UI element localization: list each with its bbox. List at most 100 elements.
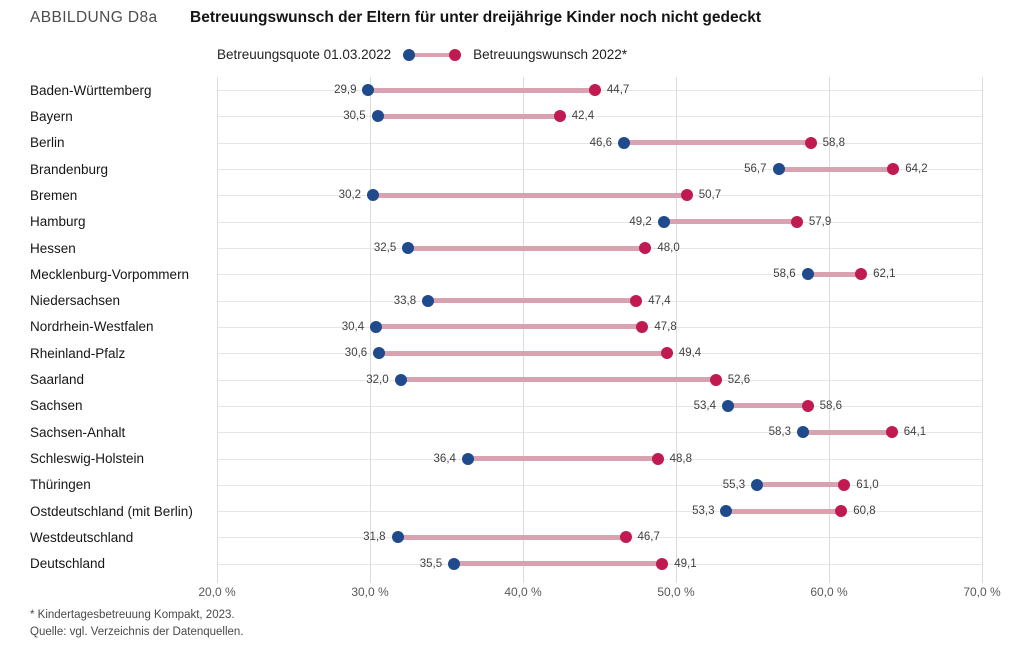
dumbbell-connector xyxy=(377,113,560,119)
wish-dot xyxy=(619,531,632,544)
quote-dot xyxy=(720,505,733,518)
category-label: Saarland xyxy=(30,372,85,388)
wish-dot xyxy=(660,347,673,360)
dumbbell-row: 36,4 48,8 xyxy=(217,445,982,471)
dumbbell-connector xyxy=(623,140,811,146)
wish-dot xyxy=(656,557,669,570)
horizontal-gridline xyxy=(217,511,982,513)
quote-value-label: 58,6 xyxy=(773,268,796,281)
wish-dot xyxy=(630,294,643,307)
x-axis-tick-label: 60,0 % xyxy=(810,585,848,599)
horizontal-gridline xyxy=(217,432,982,434)
legend-quote-label: Betreuungsquote 01.03.2022 xyxy=(217,47,392,62)
quote-value-label: 58,3 xyxy=(768,426,791,439)
wish-value-label: 47,8 xyxy=(654,320,677,333)
wish-dot xyxy=(887,163,900,176)
legend-dumbbell-glyph xyxy=(403,48,462,61)
wish-dot xyxy=(680,189,693,202)
vertical-gridline xyxy=(676,77,677,583)
quote-dot xyxy=(394,373,407,386)
wish-value-label: 60,8 xyxy=(853,505,876,518)
quote-value-label: 56,7 xyxy=(744,163,767,176)
quote-dot xyxy=(461,452,474,465)
legend-connector xyxy=(408,52,457,57)
quote-dot xyxy=(617,136,630,149)
quote-dot xyxy=(422,294,435,307)
category-label: Nordrhein-Westfalen xyxy=(30,319,154,335)
quote-value-label: 31,8 xyxy=(363,531,386,544)
category-label: Hamburg xyxy=(30,214,86,230)
dumbbell-connector xyxy=(408,245,646,251)
category-label: Rheinland-Pfalz xyxy=(30,345,126,361)
quote-dot xyxy=(448,557,461,570)
x-axis-tick-label: 70,0 % xyxy=(963,585,1001,599)
dumbbell-connector xyxy=(778,166,894,172)
quote-value-label: 32,0 xyxy=(366,373,389,386)
dumbbell-row: 33,8 47,4 xyxy=(217,288,982,314)
dumbbell-row: 53,4 58,6 xyxy=(217,393,982,419)
category-label: Westdeutschland xyxy=(30,529,134,545)
wish-dot xyxy=(855,268,868,281)
quote-dot xyxy=(657,215,670,228)
x-axis-tick-label: 50,0 % xyxy=(657,585,695,599)
dumbbell-row: 46,6 58,8 xyxy=(217,130,982,156)
dumbbell-connector xyxy=(802,429,892,435)
wish-value-label: 57,9 xyxy=(808,215,832,228)
quote-value-label: 30,2 xyxy=(338,189,362,202)
horizontal-gridline xyxy=(217,116,982,118)
wish-value-label: 50,7 xyxy=(698,189,722,202)
wish-value-label: 44,7 xyxy=(606,84,630,97)
quote-value-label: 46,6 xyxy=(589,136,612,149)
wish-dot xyxy=(804,136,817,149)
category-label: Hessen xyxy=(30,240,76,256)
quote-value-label: 53,4 xyxy=(693,399,717,412)
wish-value-label: 49,1 xyxy=(674,557,697,570)
category-label: Thüringen xyxy=(30,477,91,493)
wish-dot xyxy=(651,452,664,465)
wish-dot xyxy=(790,215,803,228)
wish-dot xyxy=(801,399,814,412)
quote-value-label: 32,5 xyxy=(373,242,397,255)
category-label: Deutschland xyxy=(30,556,106,572)
footnotes: * Kindertagesbetreuung Kompakt, 2023. Qu… xyxy=(30,607,244,641)
category-label: Brandenburg xyxy=(30,161,109,177)
wish-value-label: 47,4 xyxy=(648,294,671,307)
wish-dot xyxy=(709,373,722,386)
legend-wish-dot-icon xyxy=(449,48,462,61)
quote-dot xyxy=(796,426,809,439)
wish-value-label: 49,4 xyxy=(678,347,702,360)
category-label: Baden-Württemberg xyxy=(30,82,152,98)
quote-value-label: 30,4 xyxy=(341,320,365,333)
category-label: Mecklenburg-Vorpommern xyxy=(30,266,190,282)
dumbbell-connector xyxy=(400,377,716,383)
quote-dot xyxy=(371,110,384,123)
quote-value-label: 30,5 xyxy=(343,110,366,123)
vertical-gridline xyxy=(829,77,830,583)
quote-value-label: 29,9 xyxy=(334,84,357,97)
horizontal-gridline xyxy=(217,142,982,144)
wish-dot xyxy=(553,110,566,123)
dumbbell-row: 29,9 44,7 xyxy=(217,77,982,103)
wish-value-label: 61,0 xyxy=(856,478,879,491)
dumbbell-connector xyxy=(376,324,643,330)
dumbbell-connector xyxy=(807,271,862,277)
dumbbell-row: 35,5 49,1 xyxy=(217,551,982,577)
quote-value-label: 36,4 xyxy=(433,452,456,465)
quote-dot xyxy=(373,347,386,360)
category-label: Niedersachsen xyxy=(30,293,121,309)
dumbbell-row: 49,2 57,9 xyxy=(217,209,982,235)
dumbbell-rows: 29,9 44,7 30,5 42,4 46,6 58,8 56,7 64,2 30,2 50,7… xyxy=(217,77,982,577)
horizontal-gridline xyxy=(217,405,982,407)
quote-dot xyxy=(801,268,814,281)
quote-value-label: 55,3 xyxy=(722,478,746,491)
dumbbell-connector xyxy=(368,87,595,93)
category-label: Bayern xyxy=(30,108,73,124)
dumbbell-connector xyxy=(757,482,845,488)
dumbbell-row: 30,6 49,4 xyxy=(217,340,982,366)
dumbbell-connector xyxy=(467,456,658,462)
dumbbell-row: 32,0 52,6 xyxy=(217,366,982,392)
dumbbell-row: 30,4 47,8 xyxy=(217,314,982,340)
category-label: Ostdeutschland (mit Berlin) xyxy=(30,503,193,519)
wish-value-label: 64,1 xyxy=(903,426,927,439)
